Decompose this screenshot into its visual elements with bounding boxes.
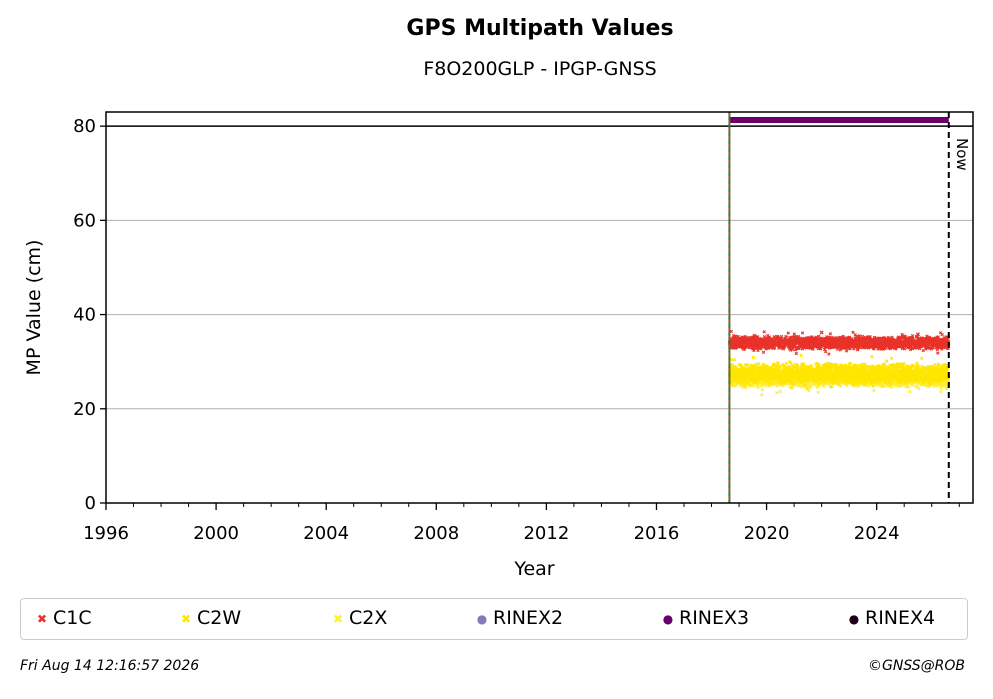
data-point [809, 363, 813, 368]
data-point [775, 390, 779, 395]
data-point [781, 379, 786, 383]
data-point [851, 330, 855, 334]
data-point [870, 354, 874, 359]
data-point [789, 361, 793, 365]
data-point [760, 388, 765, 392]
data-point [872, 388, 876, 393]
data-point [778, 389, 783, 394]
data-point [889, 356, 894, 360]
data-point [734, 365, 738, 369]
data-point [817, 362, 821, 367]
data-point [730, 381, 735, 386]
data-point [816, 390, 820, 395]
data-point [761, 350, 766, 354]
data-point [782, 382, 787, 386]
data-point [882, 384, 886, 388]
data-point [917, 387, 921, 391]
data-point [920, 356, 924, 361]
data-point [774, 379, 779, 383]
data-point [828, 332, 833, 336]
data-point [746, 362, 750, 367]
data-point [844, 349, 849, 353]
data-point [743, 386, 748, 390]
data-point [799, 353, 803, 358]
data-point [939, 389, 943, 394]
data-point [939, 386, 943, 390]
data-point [734, 383, 738, 387]
data-point [790, 386, 794, 391]
data-point [839, 384, 843, 388]
data-point [885, 359, 889, 363]
data-point [789, 377, 794, 382]
data-point [762, 330, 766, 334]
data-point [745, 379, 750, 384]
data-point [778, 365, 783, 369]
data-point [739, 380, 743, 384]
data-point [803, 383, 807, 388]
data-point [767, 379, 771, 384]
data-point [730, 357, 734, 362]
data-point [796, 364, 800, 368]
series-c1c [727, 329, 951, 356]
data-point [793, 379, 797, 383]
data-point [915, 384, 919, 388]
series-c2w [727, 353, 951, 391]
data-point [747, 382, 751, 386]
data-point [756, 362, 761, 366]
data-point [776, 361, 780, 365]
data-point [907, 385, 911, 389]
data-point [792, 381, 797, 386]
data-point [777, 368, 781, 372]
data-point [768, 382, 772, 386]
data-point [796, 384, 800, 388]
data-point [759, 384, 764, 388]
data-point [794, 351, 798, 356]
data-point [817, 381, 821, 386]
data-point [756, 385, 760, 390]
chart-subtitle: F8O200GLP - IPGP-GNSS [423, 58, 657, 80]
data-point [786, 331, 790, 335]
data-point [915, 361, 919, 365]
data-point [732, 357, 737, 362]
data-point [760, 392, 764, 397]
data-point [751, 384, 756, 388]
data-point [771, 381, 775, 385]
data-point [827, 352, 831, 356]
data-point [933, 362, 937, 367]
data-point [784, 361, 789, 366]
data-point [788, 385, 792, 390]
data-point [889, 385, 894, 389]
data-point [800, 331, 805, 335]
data-point [877, 383, 882, 388]
data-point [805, 387, 809, 391]
chart-title: GPS Multipath Values [406, 16, 674, 41]
data-point [751, 355, 756, 360]
data-point [908, 389, 912, 394]
data-point [792, 332, 797, 336]
data-point [787, 364, 792, 369]
data-point [822, 384, 826, 388]
data-point [899, 384, 903, 388]
